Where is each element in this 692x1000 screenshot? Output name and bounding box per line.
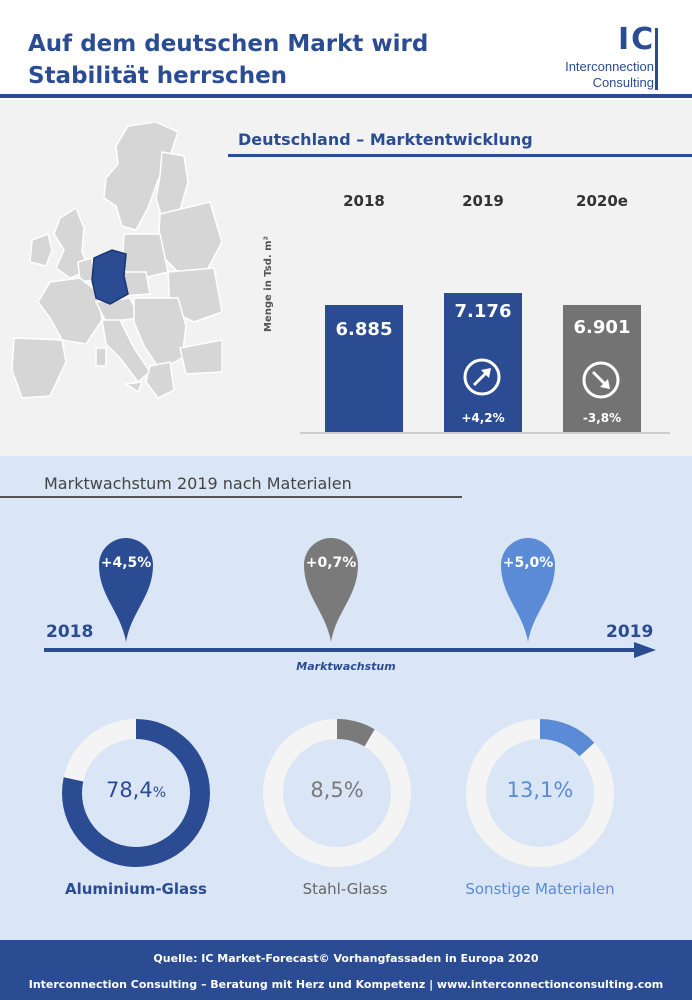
timeline-start-year: 2018	[46, 622, 94, 642]
bar-2020e: 6.901 -3,8%	[563, 305, 641, 432]
map-pin-icon	[304, 538, 358, 642]
bar-value: 7.176	[454, 301, 512, 322]
growth-heading: Marktwachstum 2019 nach Materialen	[44, 474, 352, 493]
year-label-2019: 2019	[462, 192, 504, 210]
donut-other: 13,1%	[465, 718, 615, 868]
bar-value: 6.901	[573, 317, 631, 338]
map-pin-icon	[99, 538, 153, 642]
y-axis-label: Menge in Tsd. m²	[263, 236, 274, 332]
bar-2019: 7.176 +4,2%	[444, 293, 522, 432]
bar-2018: 6.885	[325, 305, 403, 432]
donut-aluminium: 78,4%	[61, 718, 211, 868]
arrow-up-circle-icon	[463, 358, 501, 396]
logo-initials: IC	[618, 22, 656, 57]
company-logo[interactable]: IC Interconnection Consulting	[536, 22, 660, 92]
donut-value: 13,1%	[506, 778, 574, 802]
europe-map	[11, 122, 222, 399]
bar-value: 6.885	[335, 319, 393, 340]
footer-tagline[interactable]: Interconnection Consulting – Beratung mi…	[28, 978, 664, 991]
timeline-arrow	[44, 642, 656, 658]
map-baltic-russia	[157, 201, 222, 273]
donut-label-steel: Stahl-Glass	[302, 880, 388, 898]
timeline-caption: Marktwachstum	[296, 660, 396, 673]
footer-source: Quelle: IC Market-Forecast© Vorhangfassa…	[153, 952, 539, 965]
map-sicily	[123, 381, 144, 394]
donut-value: 78,4%	[105, 778, 167, 802]
growth-pin-steel: +0,7%	[300, 534, 362, 644]
map-sardinia	[95, 347, 107, 367]
header-divider	[0, 94, 692, 98]
pin-label: +4,5%	[100, 555, 152, 571]
timeline-end-year: 2019	[606, 622, 654, 642]
germany-heading: Deutschland – Marktentwicklung	[238, 130, 533, 149]
page-header: Auf dem deutschen Markt wird Stabilität …	[0, 0, 692, 100]
year-label-2018: 2018	[343, 192, 385, 210]
map-france	[37, 277, 103, 345]
pin-label: +5,0%	[502, 555, 554, 571]
logo-bar	[655, 28, 658, 90]
year-label-2020e: 2020e	[576, 192, 628, 210]
map-scandinavia	[103, 122, 179, 231]
germany-market-section: Deutschland – Marktentwicklung Menge in …	[0, 100, 692, 456]
arrow-down-circle-icon	[582, 361, 620, 399]
logo-text-line2: Consulting	[592, 75, 654, 90]
donut-label-other: Sonstige Materialen	[465, 880, 615, 898]
map-greece	[145, 361, 175, 399]
pin-label: +0,7%	[305, 555, 357, 571]
page-footer: Quelle: IC Market-Forecast© Vorhangfassa…	[0, 940, 692, 1000]
growth-heading-rule	[0, 496, 462, 498]
material-growth-section: Marktwachstum 2019 nach Materialen +4,5%…	[0, 456, 692, 940]
growth-pin-aluminium: +4,5%	[95, 534, 157, 644]
map-germany	[91, 249, 129, 305]
map-iberia	[11, 337, 67, 399]
growth-pin-other: +5,0%	[497, 534, 559, 644]
germany-heading-rule	[228, 154, 692, 157]
logo-text-line1: Interconnection	[565, 59, 654, 74]
donut-value: 8,5%	[310, 778, 364, 802]
donut-steel: 8,5%	[262, 718, 412, 868]
map-turkey	[179, 339, 222, 375]
map-pin-icon	[501, 538, 555, 642]
bar-change: -3,8%	[582, 411, 622, 425]
bar-change: +4,2%	[461, 411, 505, 425]
page-title: Auf dem deutschen Markt wird Stabilität …	[28, 31, 429, 89]
map-italy	[101, 319, 151, 384]
chart-baseline	[300, 432, 670, 434]
donut-label-aluminium: Aluminium-Glass	[65, 880, 207, 898]
map-ireland	[29, 233, 53, 267]
